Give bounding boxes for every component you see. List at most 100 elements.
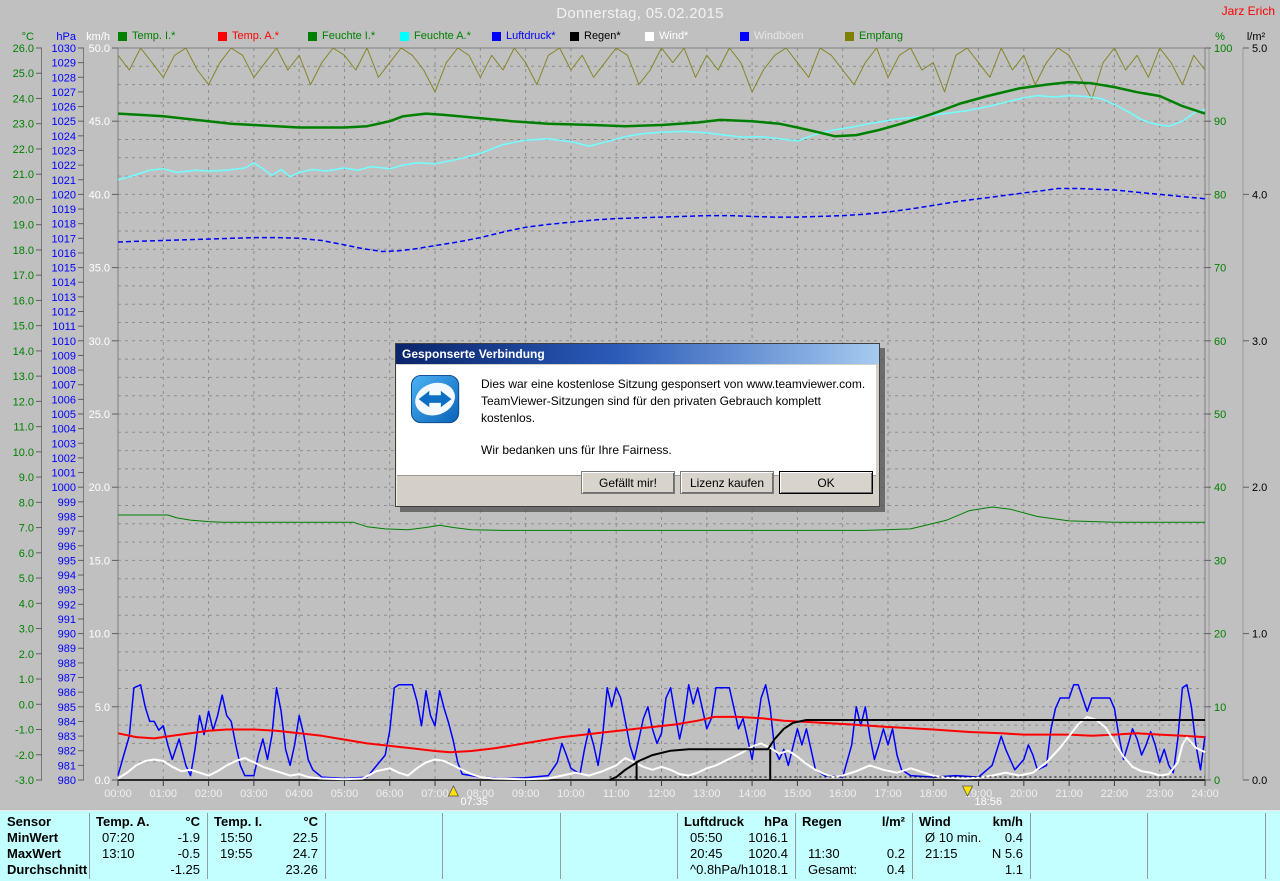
- legend-label: Feuchte A.*: [414, 30, 471, 42]
- y-axis-label: 1.0: [1252, 629, 1267, 641]
- table-cell-value: 24.7: [292, 846, 318, 861]
- y-axis-label: 12.0: [13, 396, 34, 408]
- axis-header-pressure: hPa: [56, 31, 76, 43]
- y-axis-label: 994: [58, 570, 76, 582]
- y-axis-label: 1003: [52, 438, 76, 450]
- y-axis-label: 15.0: [13, 321, 34, 333]
- y-axis-label: 1009: [52, 350, 76, 362]
- y-axis-label: 1019: [52, 204, 76, 216]
- table-divider: [795, 813, 796, 879]
- legend-swatch-icon: [492, 31, 501, 41]
- legend-swatch-icon: [845, 31, 854, 41]
- x-axis-label: 01:00: [150, 788, 178, 800]
- like-button[interactable]: Gefällt mir!: [581, 471, 675, 494]
- y-axis-label: 1014: [52, 277, 76, 289]
- y-axis-label: 1029: [52, 58, 76, 70]
- x-axis-label: 15:00: [784, 788, 812, 800]
- table-cell-time: 21:15: [925, 846, 958, 861]
- legend-item-temp-a[interactable]: Temp. A.*: [218, 30, 279, 42]
- x-axis-label: 14:00: [738, 788, 766, 800]
- y-axis-label: 0.0: [19, 699, 34, 711]
- series-wind-line: [117, 716, 1206, 781]
- table-cell-value: 0.4: [886, 862, 905, 877]
- legend-item-windb-en[interactable]: Windböen: [740, 30, 804, 42]
- x-axis-label: 22:00: [1101, 788, 1129, 800]
- y-axis-label: 10: [1214, 702, 1226, 714]
- table-divider: [560, 813, 561, 879]
- y-axis-label: 20.0: [13, 194, 34, 206]
- chart-legend: Temp. I.* Temp. A.* Feuchte I.* Feuchte A.*…: [0, 30, 1280, 44]
- legend-label: Luftdruck*: [506, 30, 556, 42]
- table-col-header: Wind: [919, 814, 951, 829]
- y-axis-label: 60: [1214, 336, 1226, 348]
- table-divider: [912, 813, 913, 879]
- y-axis-label: 90: [1214, 116, 1226, 128]
- y-axis-label: 995: [58, 555, 76, 567]
- series-feuchte-i-line: [118, 506, 1205, 531]
- legend-label: Temp. A.*: [232, 30, 280, 42]
- y-axis-label: 1008: [52, 365, 76, 377]
- series-temp-i-line: [117, 80, 1206, 138]
- y-axis-label: 1013: [52, 292, 76, 304]
- y-axis-label: 5.0: [1252, 43, 1267, 55]
- sun-icon: [447, 785, 460, 797]
- x-axis-label: 06:00: [376, 788, 404, 800]
- y-axis-label: 6.0: [19, 548, 34, 560]
- legend-item-temp-i[interactable]: Temp. I.*: [118, 30, 175, 42]
- y-axis-label: 2.0: [1252, 482, 1267, 494]
- y-axis-label: 1021: [52, 175, 76, 187]
- legend-swatch-icon: [740, 31, 749, 41]
- y-axis-label: 992: [58, 599, 76, 611]
- dialog-message-line3: Wir bedanken uns für Ihre Fairness.: [481, 443, 672, 457]
- table-row-label: Durchschnitt: [7, 862, 88, 877]
- dialog-titlebar[interactable]: Gesponserte Verbindung: [396, 344, 879, 364]
- legend-label: Windböen: [754, 30, 804, 42]
- y-axis-label: 18.0: [13, 245, 34, 257]
- table-cell-value: 23.26: [285, 862, 318, 877]
- y-axis-label: 1018: [52, 219, 76, 231]
- y-axis-label: 22.0: [13, 144, 34, 156]
- buy-license-button[interactable]: Lizenz kaufen: [680, 471, 774, 494]
- legend-swatch-icon: [118, 31, 127, 41]
- x-axis-label: 11:00: [603, 788, 630, 800]
- legend-item-empfang[interactable]: Empfang: [845, 30, 903, 42]
- sunset-marker: 18:56: [961, 785, 1002, 808]
- gridlines: [118, 48, 1205, 780]
- y-axis-label: 9.0: [19, 472, 34, 484]
- y-axis-label: 50.0: [89, 43, 110, 55]
- sun-icon: [961, 785, 974, 797]
- y-axis-label: 988: [58, 658, 76, 670]
- legend-item-wind[interactable]: Wind*: [645, 30, 688, 42]
- legend-item-feuchte-a[interactable]: Feuchte A.*: [400, 30, 471, 42]
- table-cell-time: Gesamt:: [808, 862, 858, 877]
- table-cell-value: 0.2: [886, 846, 905, 861]
- y-axis-label: 1017: [52, 233, 76, 245]
- x-axis: 00:00 01:00 02:00 03:00 04:00 05:00 06:00 07:00…: [104, 780, 1219, 800]
- x-axis-label: 13:00: [693, 788, 721, 800]
- y-axis-label: 4.0: [19, 598, 34, 610]
- table-cell-time: Ø 10 min.: [925, 830, 982, 845]
- table-divider: [325, 813, 326, 879]
- y-axis-label: 25.0: [89, 409, 110, 421]
- y-axis-label: 15.0: [89, 555, 110, 567]
- axis-header-temp: °C: [22, 31, 34, 43]
- ok-button[interactable]: OK: [779, 471, 873, 494]
- series-windb-en-line: [117, 684, 1206, 780]
- y-axis-label: 1.0: [19, 674, 34, 686]
- table-divider: [677, 813, 678, 879]
- table-cell-value: -1.25: [170, 862, 200, 877]
- y-axis-label: 14.0: [13, 346, 34, 358]
- x-axis-label: 23:00: [1146, 788, 1174, 800]
- y-axis-label: 1000: [52, 482, 76, 494]
- legend-item-regen[interactable]: Regen*: [570, 30, 621, 42]
- y-axis-label: 10.0: [89, 629, 110, 641]
- legend-swatch-icon: [570, 31, 579, 41]
- y-axis-label: 2.0: [19, 649, 34, 661]
- legend-item-luftdruck[interactable]: Luftdruck*: [492, 30, 556, 42]
- table-row-label: MinWert: [7, 830, 59, 845]
- y-axis-label: 982: [58, 746, 76, 758]
- table-cell-value: 1016.1: [748, 830, 788, 845]
- legend-item-feuchte-i[interactable]: Feuchte I.*: [308, 30, 375, 42]
- y-axis-label: 1015: [52, 263, 76, 275]
